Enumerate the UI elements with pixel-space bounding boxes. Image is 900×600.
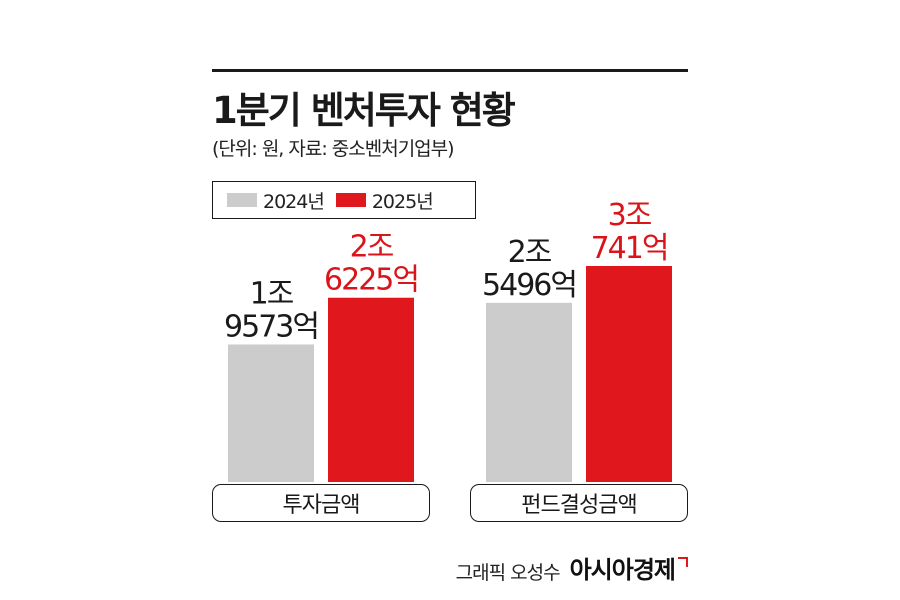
credit-text: 그래픽 오성수 (455, 562, 561, 584)
chart-title: 1분기 벤처투자 현황 (212, 89, 516, 132)
bar-2025-fund (586, 266, 672, 482)
legend-swatch-2024 (227, 193, 257, 207)
bar-2025-investment (328, 297, 414, 482)
brand-logo: 아시아경제 (569, 556, 676, 584)
top-rule (212, 69, 688, 72)
legend-label-2025: 2025년 (371, 190, 434, 213)
category-label-fund: 펀드결성금액 (470, 484, 688, 522)
bar-2024-fund (486, 302, 572, 482)
brand-mark-icon (678, 557, 688, 567)
legend-item-2024: 2024년 (227, 187, 325, 214)
data-label-2024-investment-line2: 9573억 (224, 309, 318, 344)
legend-item-2025: 2025년 (335, 187, 434, 214)
data-label-2025-fund-line1: 3조 (608, 198, 652, 233)
legend-swatch-2025 (335, 193, 366, 207)
legend-label-2024: 2024년 (263, 190, 325, 213)
data-label-2025-investment-line2: 6225억 (324, 263, 418, 298)
category-label-investment: 투자금액 (212, 484, 430, 522)
data-label-2024-investment-line1: 1조 (250, 276, 294, 311)
data-label-2025-fund-line2: 741억 (591, 231, 668, 266)
data-label-2024-fund-line2: 5496억 (482, 268, 576, 303)
bar-2024-investment (228, 344, 314, 482)
data-label-2025-investment-line1: 2조 (350, 230, 394, 265)
chart-subtitle: (단위: 원, 자료: 중소벤처기업부) (212, 138, 455, 160)
legend: 2024년 2025년 (212, 181, 476, 219)
data-label-2024-fund-line1: 2조 (508, 235, 552, 270)
credit: 그래픽 오성수 아시아경제 (456, 550, 688, 585)
